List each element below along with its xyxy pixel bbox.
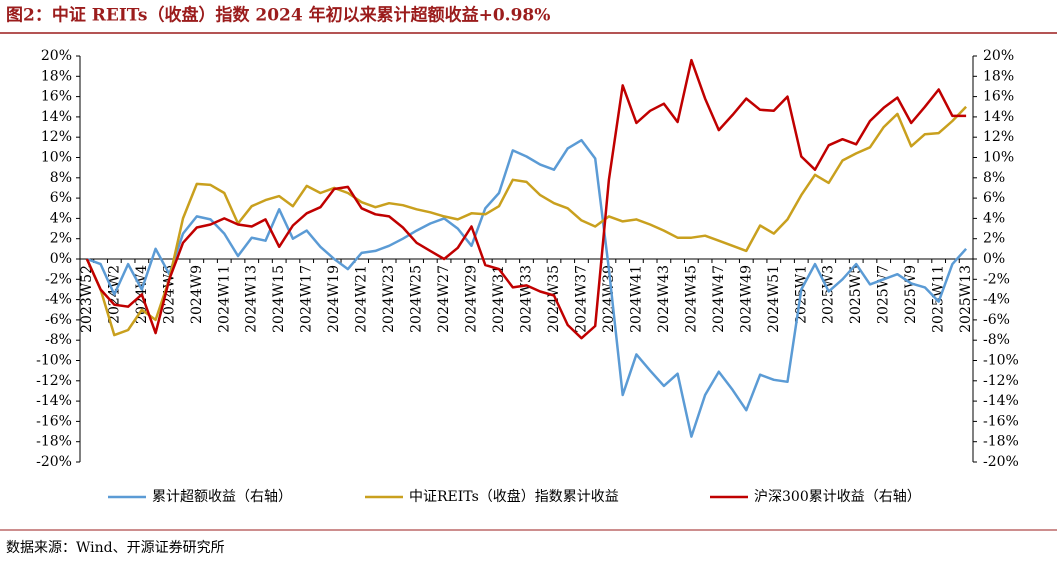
y2-tick-label: -4%	[983, 292, 1010, 308]
x-tick-label: 2025W3	[821, 265, 837, 324]
y2-tick-label: -12%	[983, 373, 1019, 389]
y2-tick-label: -10%	[983, 353, 1019, 369]
x-tick-label: 2024W49	[738, 265, 754, 333]
x-tick-label: 2025W9	[903, 265, 919, 324]
y2-tick-label: 2%	[983, 231, 1005, 247]
y-tick-label: 18%	[41, 68, 72, 84]
x-tick-label: 2024W17	[299, 265, 315, 333]
source-note: 数据来源：Wind、开源证券研究所	[6, 540, 225, 556]
y2-tick-label: 0%	[983, 251, 1005, 267]
x-tick-label: 2024W37	[573, 265, 589, 333]
x-tick-label: 2024W35	[546, 265, 562, 333]
y-tick-label: 6%	[50, 190, 72, 206]
x-tick-label: 2024W21	[354, 265, 370, 333]
y2-tick-label: -18%	[983, 434, 1019, 450]
x-tick-label: 2024W6	[161, 265, 177, 324]
y-tick-label: -2%	[45, 271, 72, 287]
x-tick-label: 2024W33	[519, 265, 535, 333]
x-tick-label: 2025W7	[876, 265, 892, 324]
y-tick-label: -6%	[45, 312, 72, 328]
x-tick-label: 2024W51	[766, 265, 782, 333]
x-tick-label: 2024W31	[491, 265, 507, 333]
y2-tick-label: 10%	[983, 150, 1014, 166]
y2-tick-label: -2%	[983, 271, 1010, 287]
legend-label: 累计超额收益（右轴）	[152, 489, 292, 505]
series-line	[85, 58, 967, 340]
y2-tick-label: 4%	[983, 210, 1005, 226]
y2-tick-label: 14%	[983, 109, 1014, 125]
y-tick-label: -20%	[36, 454, 72, 470]
x-tick-label: 2024W11	[216, 265, 232, 333]
x-tick-label: 2024W41	[628, 265, 644, 333]
x-tick-label: 2025W13	[958, 265, 974, 333]
x-tick-label: 2024W45	[683, 265, 699, 333]
y2-tick-label: 6%	[983, 190, 1005, 206]
y2-tick-label: -8%	[983, 332, 1010, 348]
x-tick-label: 2024W47	[711, 265, 727, 333]
legend-label: 中证REITs（收盘）指数累计收益	[409, 488, 619, 505]
y-tick-label: 20%	[41, 48, 72, 64]
y-tick-label: -12%	[36, 373, 72, 389]
y-tick-label: -16%	[36, 413, 72, 429]
y2-tick-label: 16%	[983, 89, 1014, 105]
y-tick-label: 4%	[50, 210, 72, 226]
x-tick-label: 2024W15	[271, 265, 287, 333]
y2-tick-label: -20%	[983, 454, 1019, 470]
x-tick-label: 2024W23	[381, 265, 397, 333]
y-tick-label: -14%	[36, 393, 72, 409]
y2-tick-label: -6%	[983, 312, 1010, 328]
legend-label: 沪深300累计收益（右轴）	[754, 489, 921, 505]
x-tick-label: 2024W43	[656, 265, 672, 333]
y-tick-label: 16%	[41, 89, 72, 105]
x-tick-label: 2023W52	[79, 265, 95, 333]
y-tick-label: 10%	[41, 150, 72, 166]
x-tick-label: 2024W27	[436, 265, 452, 333]
y2-tick-label: 12%	[983, 129, 1014, 145]
y-tick-label: 8%	[50, 170, 72, 186]
y-tick-label: 2%	[50, 231, 72, 247]
y-tick-label: 0%	[50, 251, 72, 267]
series-line	[86, 138, 968, 438]
y2-tick-label: -14%	[983, 393, 1019, 409]
y-tick-label: -8%	[45, 332, 72, 348]
y-tick-label: 12%	[41, 129, 72, 145]
x-tick-label: 2024W9	[189, 265, 205, 324]
x-tick-label: 2024W29	[464, 265, 480, 333]
y2-tick-label: 8%	[983, 170, 1005, 186]
y-tick-label: -4%	[45, 292, 72, 308]
y-tick-label: -18%	[36, 434, 72, 450]
chart-title: 图2：中证 REITs（收盘）指数 2024 年初以来累计超额收益+0.98%	[6, 5, 550, 26]
x-tick-label: 2024W25	[409, 265, 425, 333]
x-tick-label: 2024W19	[326, 265, 342, 333]
x-tick-label: 2025W5	[848, 265, 864, 324]
y-tick-label: 14%	[41, 109, 72, 125]
series-line	[85, 105, 967, 337]
y2-tick-label: 20%	[983, 48, 1014, 64]
y2-tick-label: 18%	[983, 68, 1014, 84]
y-tick-label: -10%	[36, 353, 72, 369]
y2-tick-label: -16%	[983, 413, 1019, 429]
x-tick-label: 2024W13	[244, 265, 260, 333]
